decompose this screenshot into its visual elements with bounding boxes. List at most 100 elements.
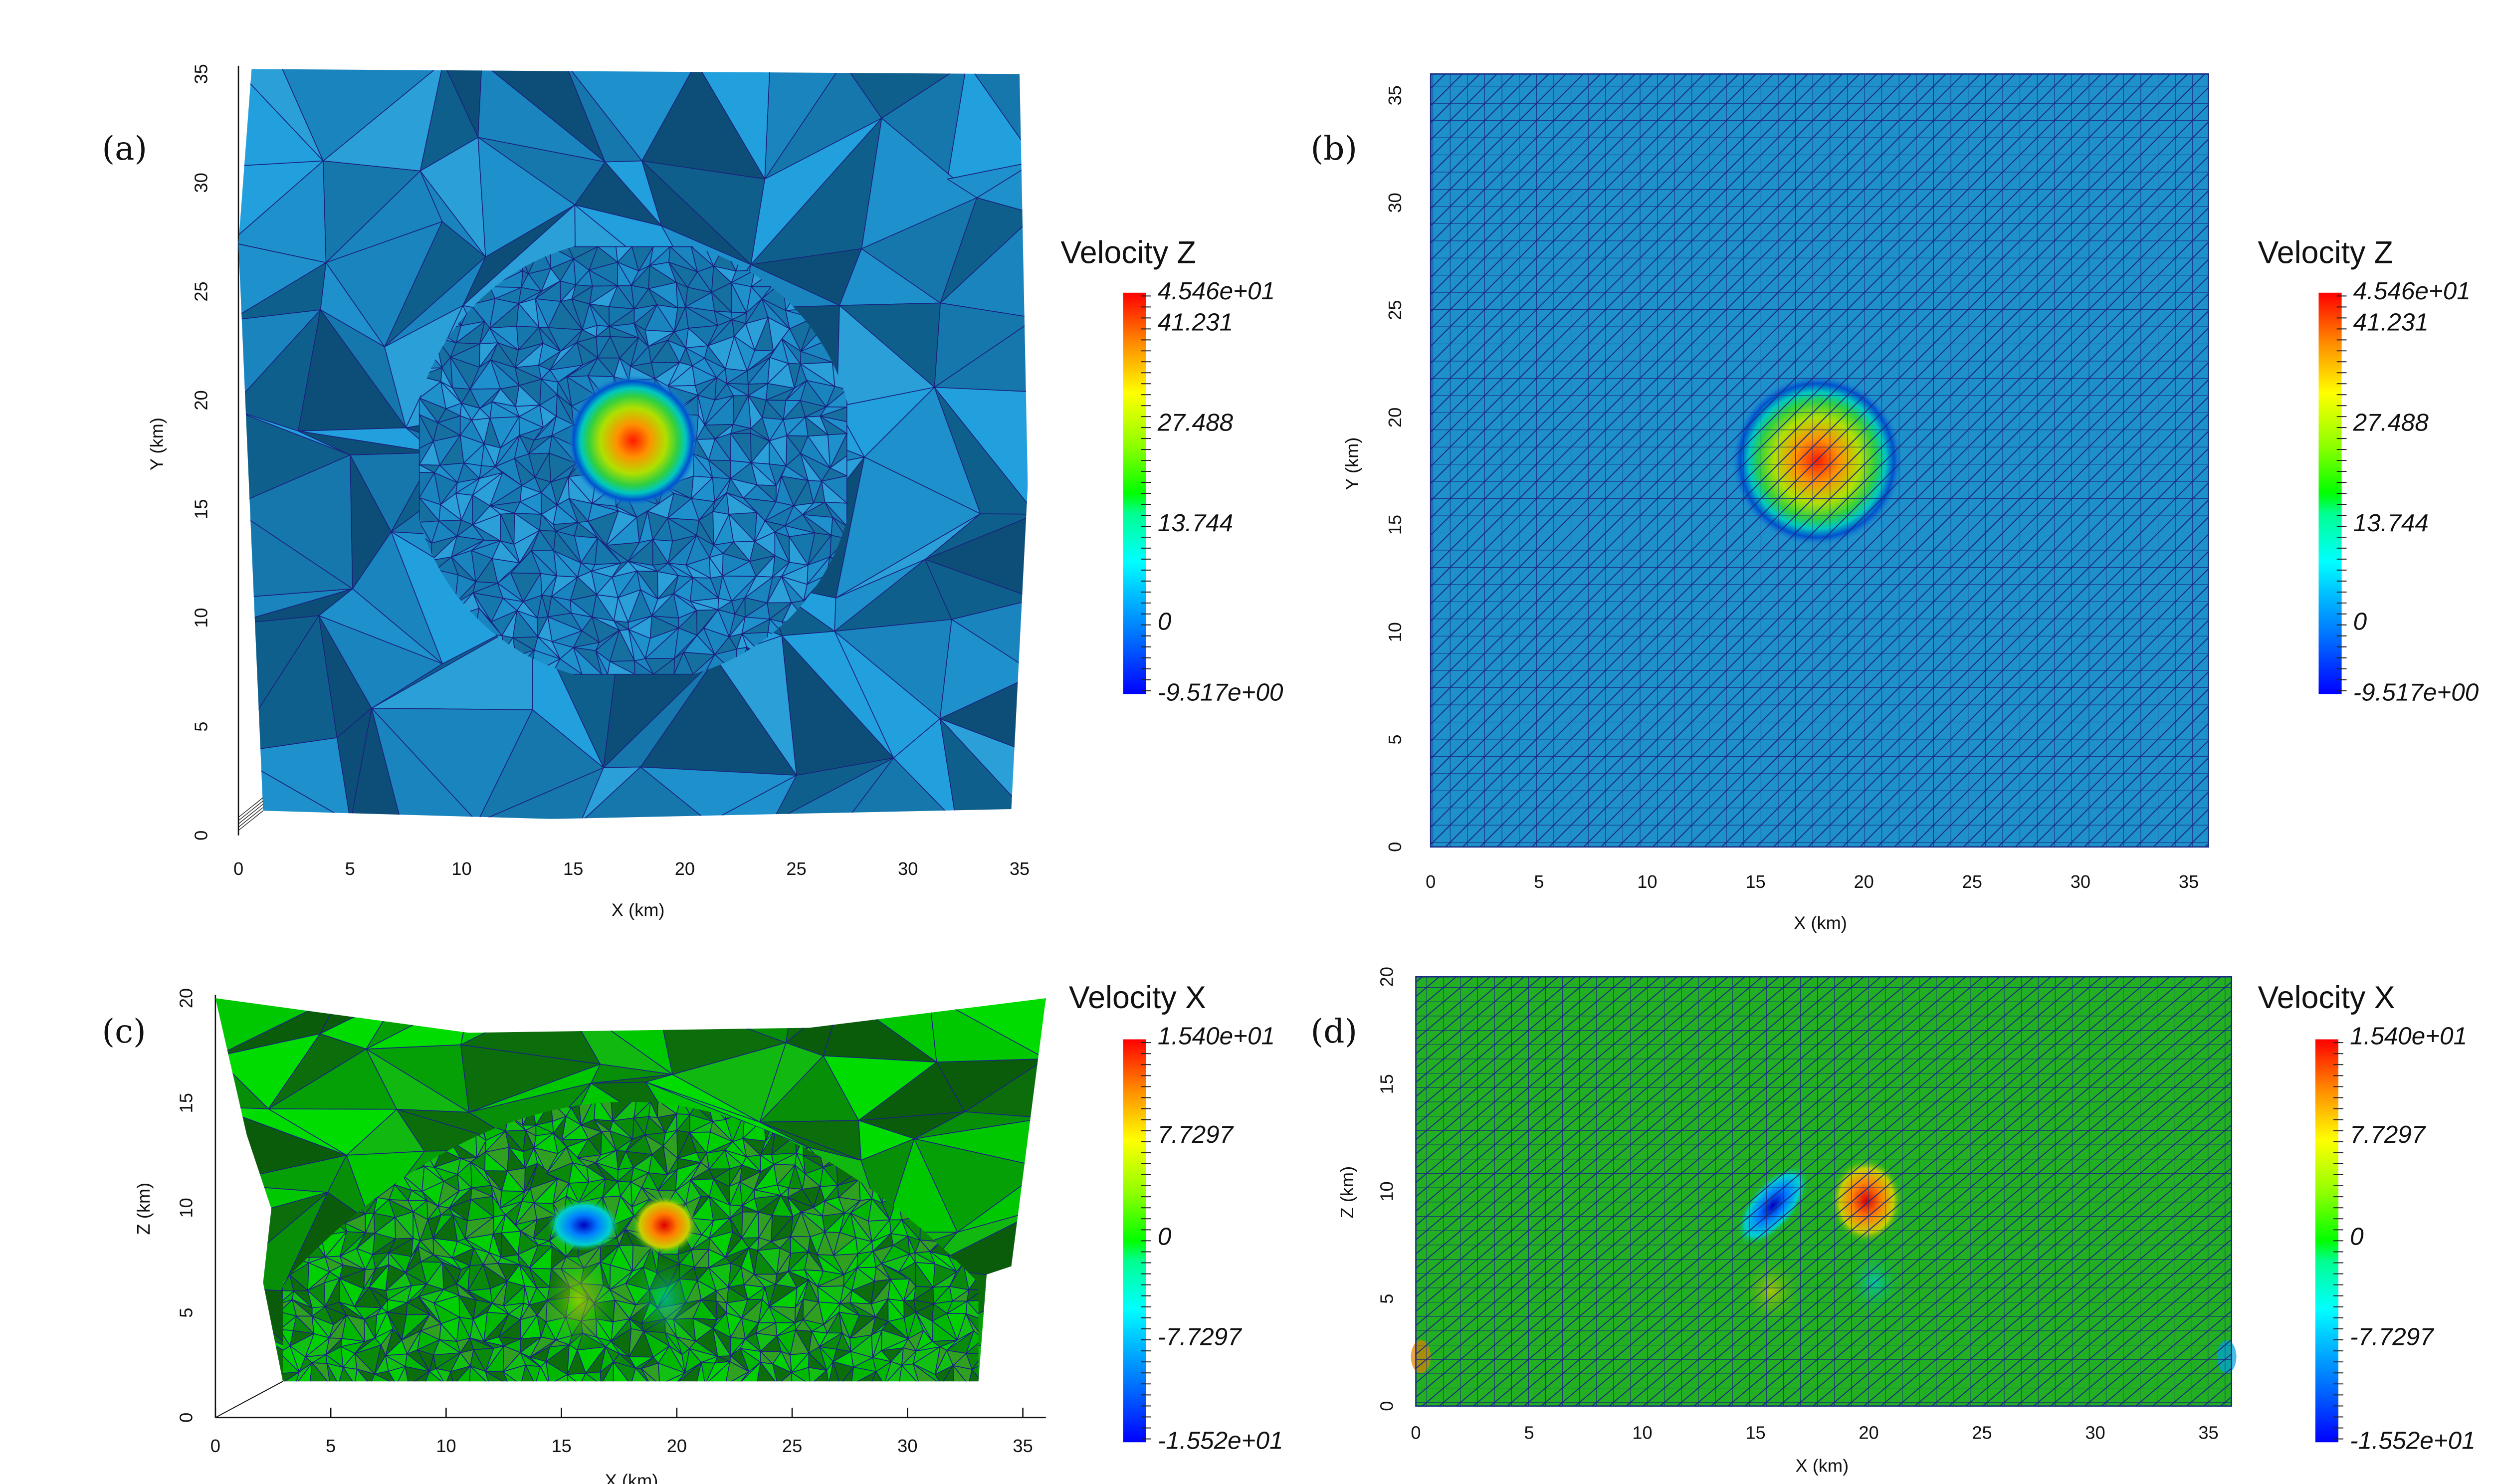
structured-mesh bbox=[1415, 976, 2233, 1407]
colorbar-label: 1.540e+01 bbox=[2350, 1022, 2467, 1050]
mesh-element bbox=[369, 1373, 397, 1382]
y-tick-label: 0 bbox=[1376, 1401, 1397, 1411]
y-axis-title-c: Z (km) bbox=[133, 1183, 154, 1235]
x-tick-label: 25 bbox=[782, 1436, 802, 1456]
x-tick-label: 5 bbox=[326, 1436, 336, 1456]
velocity-positive bbox=[542, 1250, 615, 1349]
x-axis-title-a: X (km) bbox=[612, 899, 665, 920]
colorbar-label: 0 bbox=[2350, 1223, 2364, 1251]
mesh-element bbox=[898, 1364, 921, 1382]
y-tick-label: 15 bbox=[1376, 1074, 1397, 1094]
y-tick-label: 0 bbox=[191, 831, 211, 841]
mesh-element bbox=[423, 1371, 447, 1382]
y-tick-label: 20 bbox=[1376, 967, 1397, 987]
mesh-element bbox=[573, 647, 603, 675]
x-tick-label: 5 bbox=[1524, 1423, 1534, 1443]
velocity-max bbox=[631, 1195, 697, 1255]
y-tick-label: 10 bbox=[1376, 1181, 1397, 1201]
y-tick-label: 5 bbox=[176, 1308, 197, 1318]
y-tick-label: 30 bbox=[1385, 193, 1405, 212]
y-tick-label: 10 bbox=[191, 608, 211, 628]
x-tick-label: 30 bbox=[2071, 871, 2090, 892]
x-tick-label: 10 bbox=[451, 858, 471, 879]
panel-label-b: (b) bbox=[1311, 129, 1358, 168]
colorbar-title-d: Velocity X bbox=[2258, 980, 2395, 1015]
colorbar-label: -1.552e+01 bbox=[2350, 1427, 2476, 1454]
perspective-line bbox=[238, 810, 263, 831]
colorbar-label: 7.7297 bbox=[1158, 1121, 1235, 1148]
mesh-element bbox=[595, 650, 609, 675]
x-axis-title-d: X (km) bbox=[1795, 1456, 1849, 1476]
colorbar-label: -7.7297 bbox=[2350, 1323, 2435, 1351]
x-tick-label: 20 bbox=[667, 1436, 687, 1456]
x-tick-label: 0 bbox=[233, 858, 243, 879]
colorbar-label: -9.517e+00 bbox=[1158, 678, 1283, 706]
x-tick-label: 15 bbox=[1745, 871, 1765, 892]
colorbar-label: 0 bbox=[1158, 608, 1172, 636]
y-tick-label: 25 bbox=[191, 281, 211, 301]
mesh-element bbox=[640, 1368, 661, 1382]
x-tick-label: 10 bbox=[1632, 1423, 1652, 1443]
x-tick-label: 30 bbox=[897, 1436, 917, 1456]
x-tick-label: 5 bbox=[1534, 871, 1544, 892]
colorbar-label: 27.488 bbox=[1157, 409, 1234, 436]
y-tick-label: 35 bbox=[1385, 85, 1405, 105]
mesh-element bbox=[567, 1373, 581, 1382]
y-tick-label: 15 bbox=[176, 1093, 197, 1113]
x-tick-label: 20 bbox=[1854, 871, 1873, 892]
y-tick-label: 5 bbox=[191, 722, 211, 732]
mesh-element bbox=[965, 1313, 979, 1339]
perspective-line bbox=[215, 1381, 283, 1418]
colorbar-label: 0 bbox=[2353, 608, 2367, 636]
mesh-element bbox=[791, 1372, 812, 1382]
x-tick-label: 35 bbox=[2179, 871, 2199, 892]
mesh-element bbox=[756, 1361, 779, 1382]
velocity-min bbox=[547, 1199, 620, 1252]
panel-label-d: (d) bbox=[1311, 1012, 1358, 1051]
y-tick-label: 35 bbox=[191, 64, 211, 84]
x-tick-label: 25 bbox=[1972, 1423, 1992, 1443]
y-tick-label: 25 bbox=[1385, 300, 1405, 320]
colorbar-label: 41.231 bbox=[1158, 309, 1233, 336]
perspective-line bbox=[238, 807, 263, 828]
y-axis-title-a: Y (km) bbox=[146, 418, 167, 470]
x-tick-label: 5 bbox=[345, 858, 355, 879]
y-tick-label: 20 bbox=[176, 988, 197, 1008]
mesh-element bbox=[469, 1365, 491, 1382]
x-tick-label: 10 bbox=[1637, 871, 1657, 892]
x-axis-title-c: X (km) bbox=[605, 1470, 658, 1484]
colorbar-label: 0 bbox=[1158, 1223, 1172, 1251]
mesh-element bbox=[484, 1370, 510, 1382]
x-tick-label: 35 bbox=[2198, 1423, 2218, 1443]
velocity-negative bbox=[633, 1258, 699, 1340]
colorbar-title-b: Velocity Z bbox=[2258, 235, 2393, 270]
mesh-element bbox=[968, 1368, 979, 1382]
mesh-element bbox=[695, 1362, 706, 1382]
colorbar-label: -9.517e+00 bbox=[2353, 678, 2479, 706]
mesh-element bbox=[520, 1364, 536, 1382]
colorbar-label: 13.744 bbox=[1158, 509, 1233, 537]
velocity-peak bbox=[567, 375, 699, 507]
mesh-element bbox=[502, 1370, 522, 1382]
panel-c: 0 5 10 15 20 25 30 35 0 5 10 15 20 1.540e+01 7.7297 0 -7… bbox=[176, 988, 1283, 1456]
mesh-element bbox=[952, 1364, 970, 1382]
y-axis-title-b: Y (km) bbox=[1342, 437, 1362, 490]
x-tick-label: 25 bbox=[786, 858, 806, 879]
x-tick-label: 10 bbox=[436, 1436, 456, 1456]
y-tick-label: 20 bbox=[191, 390, 211, 410]
mesh-element bbox=[326, 1363, 340, 1382]
mesh-element bbox=[630, 1367, 651, 1382]
colorbar-title-a: Velocity Z bbox=[1060, 235, 1196, 270]
colorbar-label: -7.7297 bbox=[1158, 1323, 1243, 1351]
y-axis-title-d: Z (km) bbox=[1337, 1166, 1357, 1219]
colorbar-title-c: Velocity X bbox=[1069, 980, 1206, 1015]
colorbar-label: 1.540e+01 bbox=[1158, 1022, 1275, 1050]
mesh-element bbox=[354, 1368, 371, 1382]
x-tick-label: 30 bbox=[898, 858, 918, 879]
mesh-element bbox=[309, 1362, 331, 1382]
x-tick-label: 15 bbox=[551, 1436, 571, 1456]
y-tick-label: 0 bbox=[176, 1413, 197, 1423]
mesh-element bbox=[534, 1365, 550, 1382]
colorbar-label: 41.231 bbox=[2353, 309, 2429, 336]
